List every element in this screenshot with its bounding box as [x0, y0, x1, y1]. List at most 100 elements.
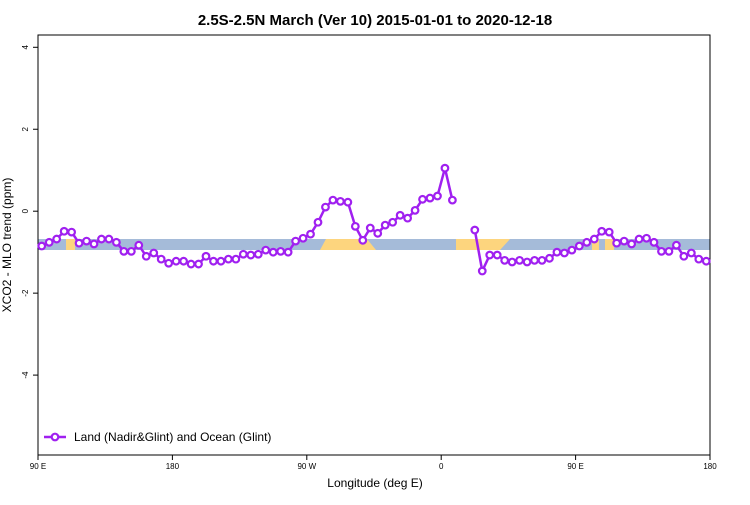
data-point	[634, 234, 644, 244]
data-point	[418, 194, 427, 204]
data-point	[97, 234, 106, 244]
data-point	[306, 229, 315, 239]
legend-label: Land (Nadir&Glint) and Ocean (Glint)	[74, 430, 271, 444]
x-axis-label: Longitude (deg E)	[327, 476, 422, 490]
data-point	[597, 226, 607, 236]
x-tick-label: 90 W	[297, 462, 316, 471]
data-point	[567, 245, 577, 255]
y-tick-label: 0	[21, 208, 30, 213]
data-point	[171, 256, 181, 266]
data-point	[231, 254, 241, 264]
data-point	[470, 225, 480, 235]
data-point	[126, 246, 136, 256]
data-point	[686, 248, 696, 258]
data-point	[52, 234, 62, 244]
data-point	[373, 228, 383, 238]
x-tick-label: 90 E	[30, 462, 46, 471]
data-point	[530, 255, 539, 265]
data-point	[358, 235, 368, 245]
data-point	[619, 236, 629, 246]
data-point	[164, 258, 174, 268]
data-point	[149, 248, 159, 258]
data-point	[410, 205, 420, 215]
y-tick-label: -2	[21, 289, 30, 297]
data-point	[477, 266, 487, 276]
data-point	[395, 210, 405, 220]
data-point	[649, 237, 659, 247]
data-point	[537, 255, 547, 265]
data-point	[515, 255, 524, 265]
data-point	[156, 254, 166, 264]
ocean-band	[38, 239, 710, 250]
data-point	[291, 236, 301, 246]
data-point	[74, 238, 84, 248]
data-point	[694, 254, 704, 264]
data-point	[179, 256, 189, 266]
data-point	[433, 191, 442, 201]
data-point	[507, 257, 517, 267]
data-point	[589, 234, 599, 244]
data-point	[261, 245, 271, 255]
data-point	[642, 233, 651, 243]
data-point	[321, 202, 330, 212]
data-point	[141, 251, 151, 261]
data-point	[201, 251, 211, 261]
data-point	[67, 227, 76, 237]
data-point	[672, 240, 681, 250]
data-point	[216, 256, 226, 266]
data-point	[604, 227, 614, 237]
chart-title: 2.5S-2.5N March (Ver 10) 2015-01-01 to 2…	[198, 12, 552, 29]
data-point	[701, 256, 711, 266]
data-point	[313, 217, 323, 227]
x-tick-label: 180	[703, 462, 717, 471]
data-point	[328, 195, 338, 205]
y-tick-label: -4	[21, 371, 30, 379]
data-point	[223, 254, 233, 264]
data-point	[657, 246, 666, 256]
data-point	[283, 247, 293, 257]
data-point	[238, 249, 248, 259]
data-point	[104, 234, 114, 244]
data-point	[492, 250, 502, 260]
data-point	[89, 239, 99, 249]
data-point	[134, 240, 144, 250]
land-band	[320, 239, 376, 250]
data-point	[111, 237, 121, 247]
data-point	[500, 255, 510, 265]
data-point	[44, 237, 54, 247]
data-point	[186, 259, 196, 269]
data-point	[209, 256, 218, 266]
land-band	[66, 239, 75, 250]
data-point	[574, 241, 584, 251]
data-point	[425, 193, 435, 203]
data-point	[246, 250, 256, 260]
data-point	[276, 246, 286, 256]
data-point	[388, 217, 398, 227]
land-band	[605, 239, 614, 250]
data-point	[268, 247, 278, 257]
x-tick-label: 0	[439, 462, 444, 471]
data-point	[253, 249, 263, 259]
data-point	[627, 239, 636, 249]
data-point	[522, 257, 532, 267]
data-point	[403, 213, 413, 223]
data-point	[612, 238, 622, 248]
data-point	[440, 163, 450, 173]
data-point	[82, 236, 91, 246]
data-point	[365, 223, 375, 233]
data-point	[545, 253, 554, 263]
series-line	[41, 167, 707, 276]
data-point	[380, 220, 390, 230]
surface-band	[38, 239, 710, 250]
land-band	[592, 239, 599, 250]
data-point	[336, 196, 345, 206]
data-point	[350, 221, 360, 231]
y-axis-label: XCO2 - MLO trend (ppm)	[0, 178, 14, 313]
data-point	[560, 248, 569, 258]
legend-marker	[50, 432, 60, 442]
x-tick-label: 90 E	[567, 462, 583, 471]
data-point	[37, 241, 47, 251]
data-point	[679, 251, 689, 261]
data-point	[582, 237, 592, 247]
